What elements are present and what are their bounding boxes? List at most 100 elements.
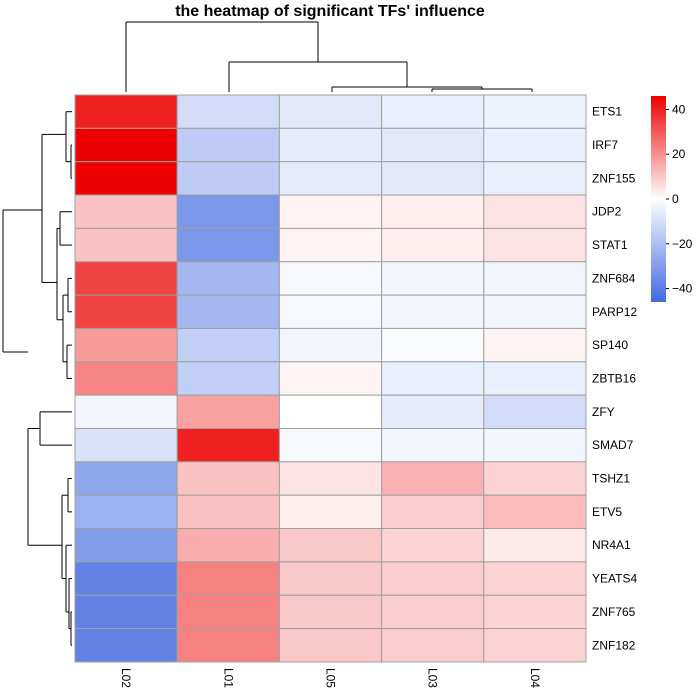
row-label: ZNF765 (592, 605, 636, 619)
heatmap-cell-NR4A1-L03 (381, 528, 485, 563)
legend-tick-label: −20 (672, 237, 693, 251)
row-label: SMAD7 (592, 438, 634, 452)
heatmap-cell-SMAD7-L01 (176, 428, 280, 463)
heatmap-cell-ETV5-L03 (381, 494, 485, 530)
heatmap-cell-ZNF684-L02 (74, 261, 178, 296)
heatmap-cell-NR4A1-L04 (483, 528, 587, 563)
row-dendrogram (2, 111, 72, 646)
heatmap-cell-STAT1-L02 (74, 227, 178, 263)
heatmap-cell-SMAD7-L05 (278, 428, 383, 463)
heatmap-cell-NR4A1-L05 (278, 528, 383, 563)
row-label: YEATS4 (592, 572, 637, 586)
heatmap-cell-ETS1-L02 (74, 94, 178, 129)
heatmap-cell-YEATS4-L03 (381, 561, 485, 596)
heatmap-cell-ZNF684-L05 (278, 261, 383, 296)
heatmap-cell-ZNF765-L04 (483, 594, 587, 630)
heatmap-cell-ETS1-L04 (483, 94, 587, 129)
legend-tick-label: 20 (672, 147, 686, 161)
heatmap-cell-SP140-L03 (381, 327, 485, 363)
heatmap-cell-ETV5-L05 (278, 494, 383, 530)
row-label: ETV5 (592, 505, 622, 519)
heatmap-cell-TSHZ1-L05 (278, 461, 383, 496)
heatmap-cell-YEATS4-L05 (278, 561, 383, 596)
heatmap-cell-ZFY-L05 (278, 394, 383, 429)
heatmap-cell-IRF7-L02 (74, 127, 178, 163)
heatmap-cell-ZFY-L03 (381, 394, 485, 429)
column-label: L04 (528, 668, 542, 688)
chart-title: the heatmap of significant TFs' influenc… (175, 3, 485, 20)
heatmap-cell-STAT1-L03 (381, 227, 485, 263)
heatmap-cell-ZNF684-L04 (483, 261, 587, 296)
heatmap-cell-ZFY-L01 (176, 394, 280, 429)
heatmap-cell-TSHZ1-L03 (381, 461, 485, 496)
row-label: ZNF155 (592, 171, 636, 185)
heatmap-cell-SMAD7-L03 (381, 428, 485, 463)
heatmap-cell-SP140-L02 (74, 327, 178, 363)
heatmap-cell-ZNF765-L02 (74, 594, 178, 630)
heatmap-cell-PARP12-L02 (74, 294, 178, 329)
heatmap-cell-ETS1-L05 (278, 94, 383, 129)
heatmap-cell-SMAD7-L02 (74, 428, 178, 463)
heatmap-cell-SP140-L05 (278, 327, 383, 363)
heatmap-cell-YEATS4-L01 (176, 561, 280, 596)
heatmap-cell-NR4A1-L02 (74, 528, 178, 563)
heatmap-cell-PARP12-L04 (483, 294, 587, 329)
heatmap-cell-YEATS4-L04 (483, 561, 587, 596)
row-label: ZBTB16 (592, 371, 636, 385)
column-label: L05 (324, 668, 338, 688)
heatmap-cell-ETV5-L01 (176, 494, 280, 530)
heatmap-cell-IRF7-L04 (483, 127, 587, 163)
heatmap-cell-NR4A1-L01 (176, 528, 280, 563)
row-label: TSHZ1 (592, 472, 630, 486)
row-label: NR4A1 (592, 538, 631, 552)
heatmap-cell-ZNF155-L03 (381, 161, 485, 196)
heatmap-cell-ETS1-L01 (176, 94, 280, 129)
heatmap-cell-ZNF684-L03 (381, 261, 485, 296)
heatmap-cell-JDP2-L03 (381, 194, 485, 229)
row-label: ZFY (592, 405, 615, 419)
row-label: ZNF684 (592, 271, 636, 285)
row-label: STAT1 (592, 238, 628, 252)
row-label: PARP12 (592, 305, 637, 319)
heatmap-cell-PARP12-L05 (278, 294, 383, 329)
heatmap-cell-JDP2-L01 (176, 194, 280, 229)
column-label: L01 (221, 668, 235, 688)
row-label: ZNF182 (592, 638, 636, 652)
heatmap-cell-ZBTB16-L02 (74, 361, 178, 396)
heatmap-cell-IRF7-L01 (176, 127, 280, 163)
heatmap-cell-ETV5-L02 (74, 494, 178, 530)
row-label: JDP2 (592, 205, 622, 219)
heatmap-cell-ZNF765-L01 (176, 594, 280, 630)
heatmap-cell-SP140-L04 (483, 327, 587, 363)
heatmap-cell-ZNF765-L03 (381, 594, 485, 630)
heatmap-cell-TSHZ1-L04 (483, 461, 587, 496)
column-dendrogram (125, 21, 533, 92)
heatmap-cell-ZNF155-L04 (483, 161, 587, 196)
legend-tick-label: 40 (672, 102, 686, 116)
heatmap-cell-ZNF182-L02 (74, 628, 178, 663)
heatmap-cell-IRF7-L05 (278, 127, 383, 163)
column-labels: L02 L01 L05 L03 L04 (119, 668, 542, 688)
column-label: L02 (119, 668, 133, 688)
heatmap-cell-TSHZ1-L02 (74, 461, 178, 496)
column-label: L03 (426, 668, 440, 688)
heatmap-cell-ZNF155-L01 (176, 161, 280, 196)
heatmap-cell-ETS1-L03 (381, 94, 485, 129)
heatmap-cell-ZNF182-L05 (278, 628, 383, 663)
row-labels: ETS1 IRF7 ZNF155 JDP2 STAT1 ZNF684 PARP12 SP140… (592, 105, 637, 653)
row-label: SP140 (592, 338, 628, 352)
legend-tick-label: 0 (672, 192, 679, 206)
heatmap-cell-ZBTB16-L04 (483, 361, 587, 396)
heatmap-cell-ZBTB16-L05 (278, 361, 383, 396)
heatmap-cell-ZFY-L04 (483, 394, 587, 429)
color-legend-bar (651, 96, 666, 302)
heatmap-cell-STAT1-L04 (483, 227, 587, 263)
heatmap-cell-ZBTB16-L01 (176, 361, 280, 396)
row-label: IRF7 (592, 138, 618, 152)
row-label: ETS1 (592, 105, 622, 119)
heatmap-cell-ZNF155-L05 (278, 161, 383, 196)
heatmap-cell-ZFY-L02 (74, 394, 178, 429)
heatmap-cell-PARP12-L03 (381, 294, 485, 329)
heatmap-cell-ZNF182-L01 (176, 628, 280, 663)
